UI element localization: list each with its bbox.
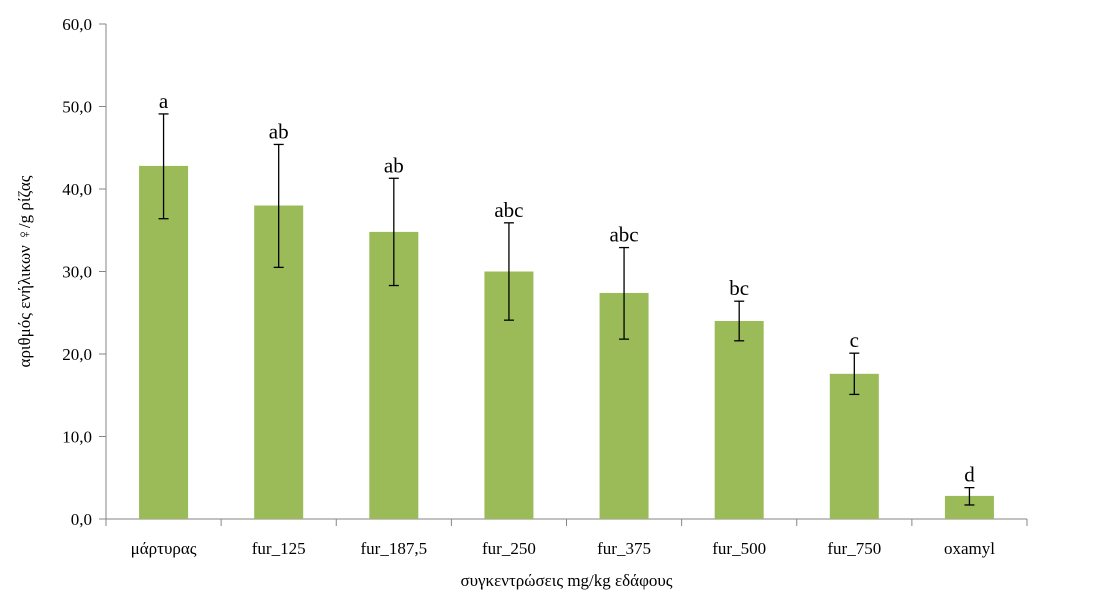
error-bars — [158, 113, 975, 506]
y-tick-label: 50,0 — [62, 98, 92, 117]
y-tick-label: 30,0 — [62, 263, 92, 282]
x-tick-label: fur_187,5 — [361, 539, 428, 558]
y-tick-label: 40,0 — [62, 180, 92, 199]
x-tick-label: oxamyl — [944, 539, 995, 558]
significance-label: abc — [494, 198, 523, 222]
bar — [829, 373, 879, 519]
x-tick-label: fur_125 — [252, 539, 306, 558]
y-tick-label: 20,0 — [62, 345, 92, 364]
significance-label: ab — [269, 119, 289, 143]
y-tick-label: 10,0 — [62, 428, 92, 447]
bars — [139, 165, 994, 519]
significance-labels: a ab ab abc abc bc c d — [159, 89, 975, 487]
significance-label: c — [850, 328, 859, 352]
x-tick-label: fur_250 — [482, 539, 536, 558]
bar — [714, 321, 764, 519]
significance-label: ab — [384, 153, 404, 177]
significance-label: d — [964, 463, 975, 487]
significance-label: bc — [729, 276, 749, 300]
y-tick-label: 0,0 — [71, 510, 92, 529]
x-tick-label: μάρτυρας — [131, 539, 197, 558]
bar — [139, 165, 189, 519]
x-axis-title: συγκεντρώσεις mg/kg εδάφους — [460, 571, 672, 590]
x-tick-label: fur_750 — [827, 539, 881, 558]
y-axis-title: αριθμός ενήλικων ♀/g ρίζας — [15, 175, 34, 367]
x-tick-label: fur_375 — [597, 539, 651, 558]
bar — [944, 495, 994, 519]
y-tick-labels: 0,0 10,0 20,0 30,0 40,0 50,0 60,0 — [62, 15, 92, 529]
x-tick-label: fur_500 — [712, 539, 766, 558]
x-tick-labels: μάρτυρας fur_125 fur_187,5 fur_250 fur_375 fu… — [131, 539, 996, 558]
significance-label: a — [159, 89, 169, 113]
y-tick-label: 60,0 — [62, 15, 92, 34]
axes — [99, 23, 1028, 526]
significance-label: abc — [609, 223, 638, 247]
